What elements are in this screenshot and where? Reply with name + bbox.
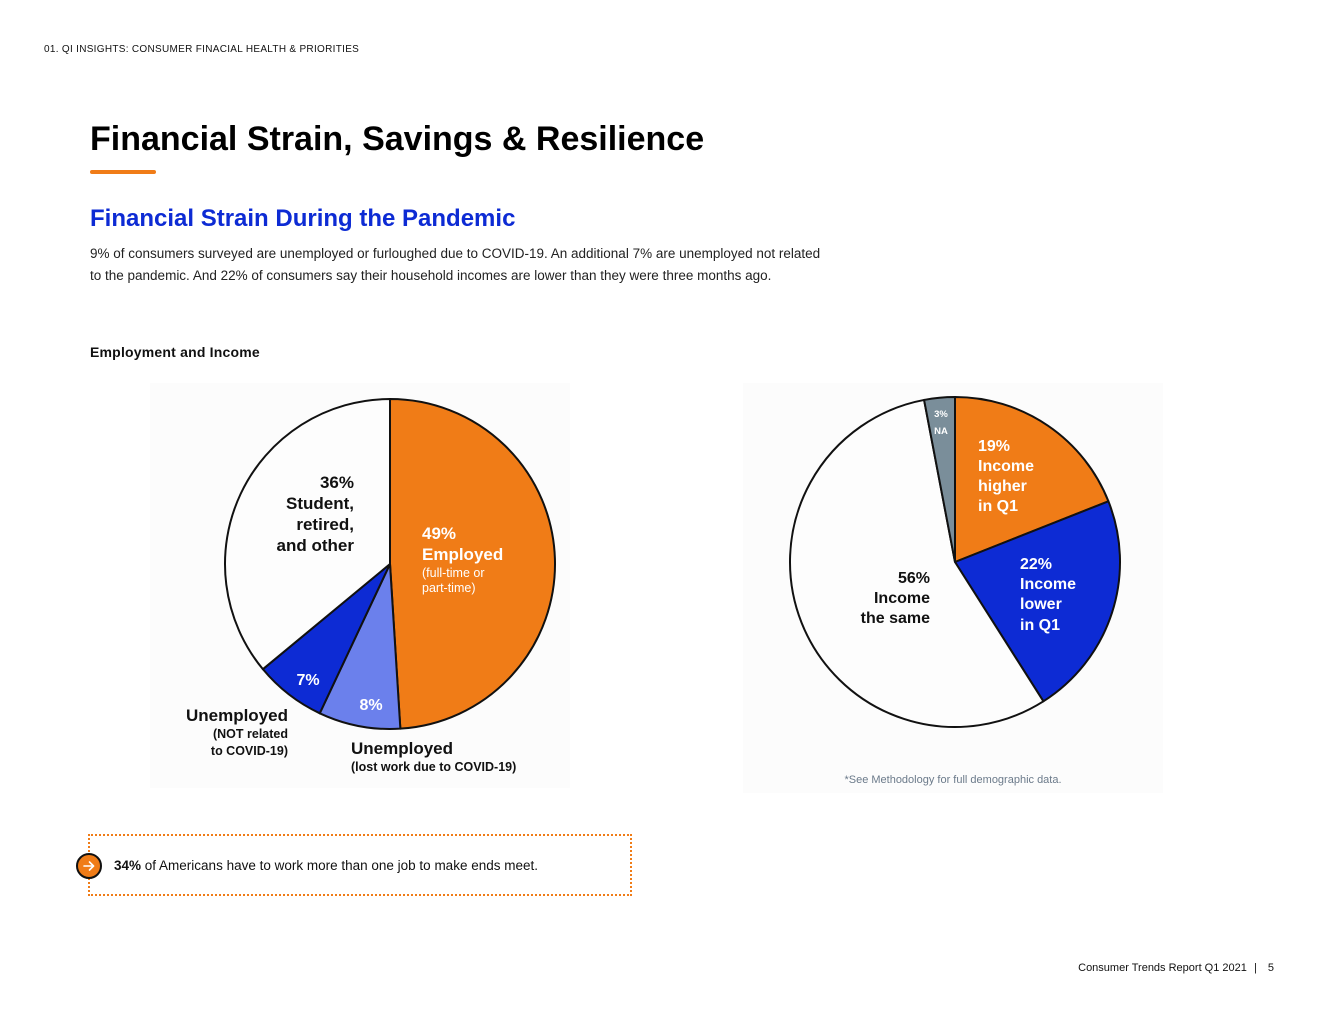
unemployed-other-outside-title: Unemployed [186,706,288,725]
unemployed-other-pct-label: 7% [296,672,319,689]
title-underline [90,170,156,174]
unemployed-covid-outside-title: Unemployed [351,739,453,758]
employment-pie-chart: 49% Employed (full-time or part-time) 36… [186,398,556,774]
page-number: 5 [1267,962,1274,974]
income-higher-label-2: higher [978,478,1027,495]
income-lower-label-3: in Q1 [1020,617,1060,634]
unemployed-covid-outside-sub: (lost work due to COVID-19) [351,760,516,774]
footer-separator: | [1253,962,1257,974]
intro-paragraph: 9% of consumers surveyed are unemployed … [90,246,821,283]
income-same-label-2: the same [861,610,930,627]
page-footer: Consumer Trends Report Q1 2021 | 5 [1078,962,1274,974]
na-label: NA [934,426,948,437]
callout-stat: 34% [114,858,142,873]
employment-chart-panel: 49% Employed (full-time or part-time) 36… [150,383,570,788]
unemployed-other-outside-sub-2: to COVID-19) [211,744,288,758]
pie-slice-income-the-same [789,398,1045,728]
income-chart-panel: 19% Income higher in Q1 22% Income lower… [743,383,1163,793]
employed-name-label: Employed [422,545,503,564]
income-higher-label-3: in Q1 [978,498,1018,515]
pie-slice-income-lower-in-q1 [954,500,1121,703]
income-lower-label-2: lower [1020,596,1062,613]
arrow-right-icon [76,853,102,879]
income-pie-chart: 19% Income higher in Q1 22% Income lower… [789,396,1121,728]
section-subheading: Financial Strain During the Pandemic [90,205,516,232]
unemployed-covid-pct-label: 8% [359,697,382,714]
other-name-label-1: Student, [286,494,354,513]
pie-slice-employed [389,398,556,730]
income-lower-label-1: Income [1020,576,1076,593]
section-label: 01. QI INSIGHTS: CONSUMER FINACIAL HEALT… [44,44,360,55]
income-same-pct-label: 56% [898,570,930,587]
other-pct-label: 36% [320,473,354,492]
chart-section-label: Employment and Income [90,344,260,360]
employed-sub-label-2: part-time) [422,581,475,595]
income-higher-label-1: Income [978,458,1034,475]
employed-pct-label: 49% [422,524,456,543]
income-lower-pct-label: 22% [1020,556,1052,573]
methodology-footnote: *See Methodology for full demographic da… [844,774,1062,786]
employed-sub-label-1: (full-time or [422,566,485,580]
callout-body: of Americans have to work more than one … [141,858,538,873]
report-name: Consumer Trends Report Q1 2021 [1078,962,1247,974]
other-name-label-2: retired, [296,515,354,534]
pie-slice-na [923,396,956,563]
callout-text: 34% of Americans have to work more than … [114,858,538,873]
page-title: Financial Strain, Savings & Resilience [90,120,705,158]
income-same-label-1: Income [874,590,930,607]
pie-slice-student-retired-and-other [224,398,391,671]
pie-slice-income-higher-in-q1 [954,396,1110,563]
income-higher-pct-label: 19% [978,438,1010,455]
na-pct-label: 3% [934,409,948,420]
other-name-label-3: and other [277,536,355,555]
unemployed-other-outside-sub-1: (NOT related [213,727,288,741]
